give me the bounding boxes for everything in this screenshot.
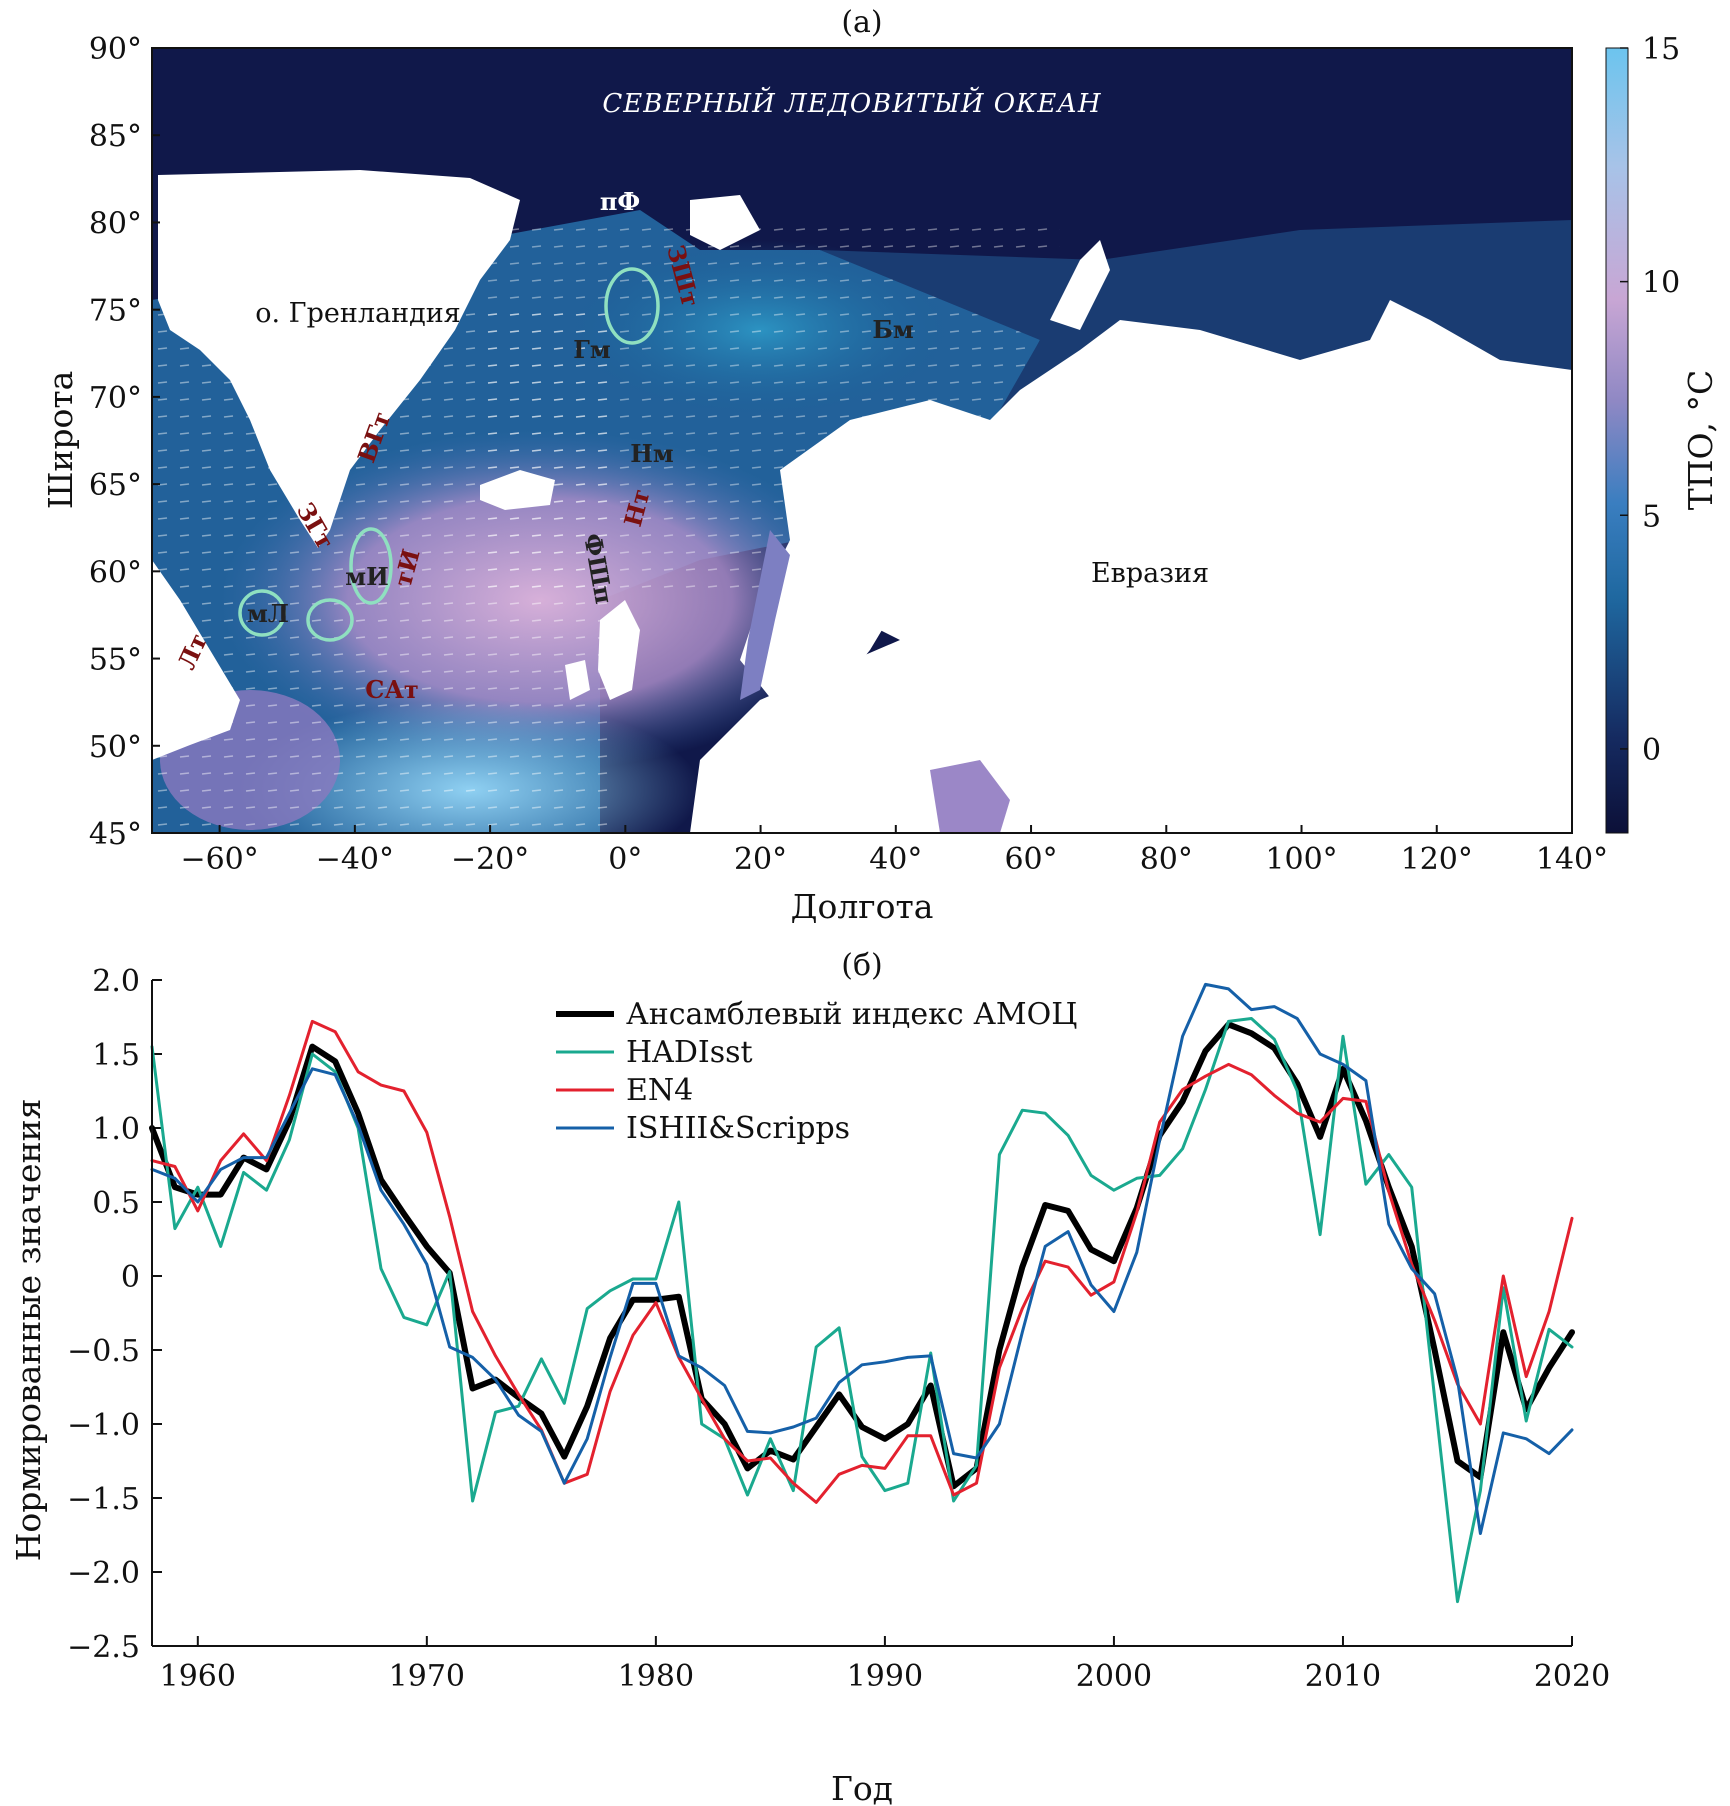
- baltic-sea: [740, 530, 790, 700]
- legend-label: Ансамблевый индекс АМОЦ: [626, 997, 1077, 1032]
- greenland-sea-ellipse: [604, 267, 660, 345]
- y-tick-label: −2.5: [67, 1630, 140, 1665]
- x-tick-label: 1980: [618, 1659, 694, 1694]
- map-x-tick-label: 20°: [734, 842, 787, 877]
- map-y-tick-label: 65°: [89, 468, 142, 503]
- greenland-land: [158, 170, 520, 548]
- map-y-tick-label: 85°: [89, 119, 142, 154]
- amoc-chart: (б) 2.0 1.5 1.0 0.5 0 −0.5 −1.0 −1.5 −2.0 −2.5 196…: [9, 948, 1610, 1806]
- x-tick-label: 1960: [160, 1659, 236, 1694]
- label-pf: пФ: [600, 187, 640, 216]
- map-x-ticks: −60° −40° −20° 0° 20° 40° 60° 80° 100° 120° 140°: [180, 825, 1608, 877]
- y-tick-label: 1.0: [92, 1112, 140, 1147]
- series-line-3: [150, 982, 1574, 1535]
- scandinavia-land: [740, 400, 1020, 710]
- label-sat: САт: [365, 675, 419, 704]
- legend-label: HADIsst: [626, 1035, 753, 1070]
- greenland-label: о. Гренландия: [255, 298, 460, 329]
- map-y-ticks: 90° 85° 80° 75° 70° 65° 60° 55° 50° 45°: [89, 32, 160, 852]
- map-x-tick-label: 40°: [869, 842, 922, 877]
- map-area: [152, 48, 1572, 833]
- map-x-tick-label: 120°: [1401, 842, 1473, 877]
- map-x-tick-label: 100°: [1265, 842, 1337, 877]
- colorbar-tick-label: 10: [1642, 266, 1680, 301]
- map-panel: (a): [41, 5, 1720, 926]
- north-america-land: [152, 560, 240, 760]
- svalbard-land: [690, 195, 760, 250]
- label-nm: Нм: [630, 439, 674, 468]
- ireland-land: [565, 660, 590, 700]
- chart-x-title: Год: [831, 1769, 893, 1806]
- label-bm: Бм: [872, 315, 914, 344]
- series-line-1: [150, 1017, 1574, 1604]
- novaya-zemlya-land: [1050, 240, 1110, 330]
- irminger-sea-ellipse: [349, 527, 393, 605]
- y-tick-label: −0.5: [67, 1334, 140, 1369]
- british-isles-land: [598, 600, 640, 700]
- iceland-land: [480, 470, 555, 510]
- black-caspian-seas: [930, 760, 1010, 833]
- colorbar-tick-label: 15: [1642, 32, 1680, 67]
- sst-colorbar: [1605, 47, 1629, 834]
- labrador-sea-ellipse: [238, 589, 286, 637]
- colorbar-ticks: 15 10 5 0: [1620, 32, 1680, 768]
- map-x-tick-label: 80°: [1140, 842, 1193, 877]
- legend-label: EN4: [626, 1073, 693, 1108]
- eurasia-land: [690, 300, 1572, 833]
- colorbar-tick-label: 0: [1642, 733, 1661, 768]
- y-tick-label: −1.5: [67, 1482, 140, 1517]
- map-y-tick-label: 90°: [89, 32, 142, 67]
- map-x-tick-label: 0°: [608, 842, 642, 877]
- south-greenland-ellipse: [306, 598, 354, 642]
- map-y-tick-label: 60°: [89, 555, 142, 590]
- map-y-tick-label: 55°: [89, 643, 142, 678]
- map-x-tick-label: 60°: [1004, 842, 1057, 877]
- map-y-tick-label: 75°: [89, 294, 142, 329]
- colorbar-title: ТПО, °C: [1681, 370, 1720, 511]
- x-tick-label: 1970: [389, 1659, 465, 1694]
- chart-legend: Ансамблевый индекс АМОЦHADIsstEN4ISHII&S…: [556, 997, 1077, 1146]
- y-tick-label: −1.0: [67, 1408, 140, 1443]
- y-tick-label: 0: [121, 1260, 140, 1295]
- y-tick-label: 0.5: [92, 1186, 140, 1221]
- eurasia-label: Евразия: [1091, 558, 1209, 589]
- map-x-tick-label: 140°: [1536, 842, 1608, 877]
- y-tick-label: 2.0: [92, 964, 140, 999]
- map-frame: [151, 47, 1573, 834]
- colorbar-tick-label: 5: [1642, 499, 1661, 534]
- panel-b-label: (б): [841, 948, 882, 983]
- x-tick-label: 1990: [847, 1659, 923, 1694]
- arctic-ocean-title: СЕВЕРНЫЙ ЛЕДОВИТЫЙ ОКЕАН: [602, 86, 1102, 119]
- map-y-tick-label: 50°: [89, 730, 142, 765]
- legend-label: ISHII&Scripps: [626, 1111, 850, 1146]
- map-x-tick-label: −20°: [451, 842, 529, 877]
- plot-area: 2.0 1.5 1.0 0.5 0 −0.5 −1.0 −1.5 −2.0 −2.5 1960 197…: [67, 964, 1610, 1694]
- panel-a-label: (a): [841, 5, 882, 40]
- x-tick-label: 2010: [1305, 1659, 1381, 1694]
- label-gm: Гм: [573, 335, 611, 364]
- y-tick-label: −2.0: [67, 1556, 140, 1591]
- map-x-tick-label: −40°: [316, 842, 394, 877]
- x-tick-label: 2020: [1534, 1659, 1610, 1694]
- x-tick-label: 2000: [1076, 1659, 1152, 1694]
- map-x-tick-label: −60°: [180, 842, 258, 877]
- chart-y-title: Нормированные значения: [9, 1099, 48, 1562]
- map-y-title: Широта: [41, 371, 80, 510]
- y-tick-label: 1.5: [92, 1038, 140, 1073]
- plot-background: [152, 980, 1572, 1646]
- series-line-2: [150, 1019, 1574, 1504]
- map-y-tick-label: 70°: [89, 381, 142, 416]
- label-mi: мИ: [345, 562, 389, 591]
- map-x-title: Долгота: [791, 887, 934, 926]
- map-y-tick-label: 80°: [89, 206, 142, 241]
- label-ml: мЛ: [247, 599, 289, 628]
- convection-regions: [238, 267, 660, 642]
- map-y-tick-label: 45°: [89, 817, 142, 852]
